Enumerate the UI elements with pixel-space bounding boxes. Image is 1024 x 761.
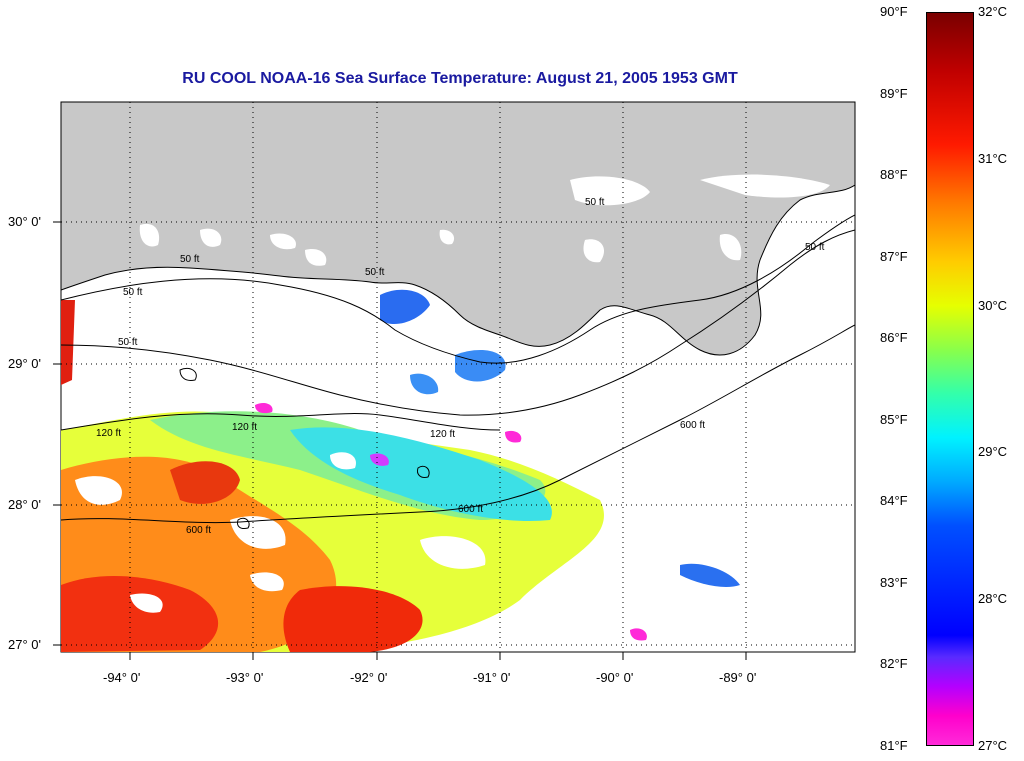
cloud-gaps bbox=[75, 452, 486, 613]
longitude-label: -91° 0' bbox=[473, 670, 511, 685]
colorbar-fahrenheit-label: 87°F bbox=[880, 249, 908, 264]
colorbar-fahrenheit-label: 90°F bbox=[880, 4, 908, 19]
contour-label: 600 ft bbox=[680, 420, 705, 431]
map-title: RU COOL NOAA-16 Sea Surface Temperature:… bbox=[182, 70, 738, 87]
contour-small-1 bbox=[179, 367, 197, 381]
colorbar-celsius-label: 27°C bbox=[978, 738, 1008, 753]
contour-label: 120 ft bbox=[232, 422, 257, 433]
graticule bbox=[61, 102, 855, 652]
sst-blue-region-4 bbox=[410, 373, 439, 395]
sst-magenta-region-1 bbox=[255, 402, 273, 414]
land-cloud-patches bbox=[139, 174, 830, 266]
land-mass bbox=[61, 102, 855, 356]
colorbar-fahrenheit-label: 88°F bbox=[880, 167, 908, 182]
contour-600ft bbox=[61, 324, 855, 524]
contour-label: 120 ft bbox=[96, 428, 121, 439]
sst-red-region-west bbox=[61, 575, 219, 652]
colorbar-fahrenheit-label: 84°F bbox=[880, 493, 908, 508]
colorbar-fahrenheit-label: 85°F bbox=[880, 412, 908, 427]
contour-label: 50 ft bbox=[180, 254, 200, 265]
contour-50ft bbox=[61, 214, 855, 364]
colorbar-fahrenheit-label: 81°F bbox=[880, 738, 908, 753]
latitude-label: 28° 0' bbox=[8, 497, 41, 512]
longitude-label: -93° 0' bbox=[226, 670, 264, 685]
longitude-label: -92° 0' bbox=[350, 670, 388, 685]
temperature-colorbar bbox=[926, 12, 974, 746]
colorbar-fahrenheit-label: 82°F bbox=[880, 656, 908, 671]
bathymetry-contours bbox=[61, 214, 855, 529]
sst-magenta-region-4 bbox=[630, 628, 647, 641]
sst-blue-region-2 bbox=[455, 350, 506, 382]
colorbar-celsius-label: 32°C bbox=[978, 4, 1008, 19]
sst-red-region-north bbox=[170, 461, 240, 504]
longitude-label: -90° 0' bbox=[596, 670, 634, 685]
sst-cyan-region bbox=[290, 427, 552, 521]
contour-120ft bbox=[61, 229, 855, 416]
contour-label: 120 ft bbox=[430, 429, 455, 440]
colorbar-fahrenheit-label: 83°F bbox=[880, 575, 908, 590]
sst-magenta-region-3 bbox=[370, 453, 389, 466]
sst-blue-region-3 bbox=[680, 563, 740, 587]
contour-labels: 50 ft 50 ft 50 ft 50 ft 50 ft 50 ft 120 … bbox=[96, 197, 825, 536]
contour-label: 50 ft bbox=[805, 242, 825, 253]
axis-ticks bbox=[53, 221, 747, 660]
colorbar-celsius-label: 31°C bbox=[978, 151, 1008, 166]
contour-small-2 bbox=[417, 465, 430, 478]
contour-small-3 bbox=[237, 517, 250, 529]
latitude-label: 27° 0' bbox=[8, 637, 41, 652]
latitude-label: 29° 0' bbox=[8, 356, 41, 371]
colorbar-celsius-label: 28°C bbox=[978, 591, 1008, 606]
contour-label: 50 ft bbox=[118, 337, 138, 348]
colorbar-fahrenheit-label: 86°F bbox=[880, 330, 908, 345]
sea-surface-temperature-map: 50 ft 50 ft 50 ft 50 ft 50 ft 50 ft 120 … bbox=[53, 101, 856, 660]
colorbar-fahrenheit-label: 89°F bbox=[880, 86, 908, 101]
sst-red-region-center bbox=[283, 586, 423, 652]
sst-patches bbox=[61, 289, 740, 652]
contour-label: 50 ft bbox=[123, 287, 143, 298]
sst-magenta-region-2 bbox=[505, 430, 522, 443]
longitude-label: -94° 0' bbox=[103, 670, 141, 685]
colorbar-celsius-label: 30°C bbox=[978, 298, 1008, 313]
contour-label: 600 ft bbox=[186, 525, 211, 536]
sst-blue-region-1 bbox=[380, 289, 430, 325]
colorbar-celsius-label: 29°C bbox=[978, 444, 1008, 459]
contour-label: 50 ft bbox=[585, 197, 605, 208]
contour-label: 600 ft bbox=[458, 504, 483, 515]
latitude-label: 30° 0' bbox=[8, 214, 41, 229]
longitude-label: -89° 0' bbox=[719, 670, 757, 685]
contour-label: 50 ft bbox=[365, 267, 385, 278]
contour-120ft-south bbox=[61, 413, 501, 431]
